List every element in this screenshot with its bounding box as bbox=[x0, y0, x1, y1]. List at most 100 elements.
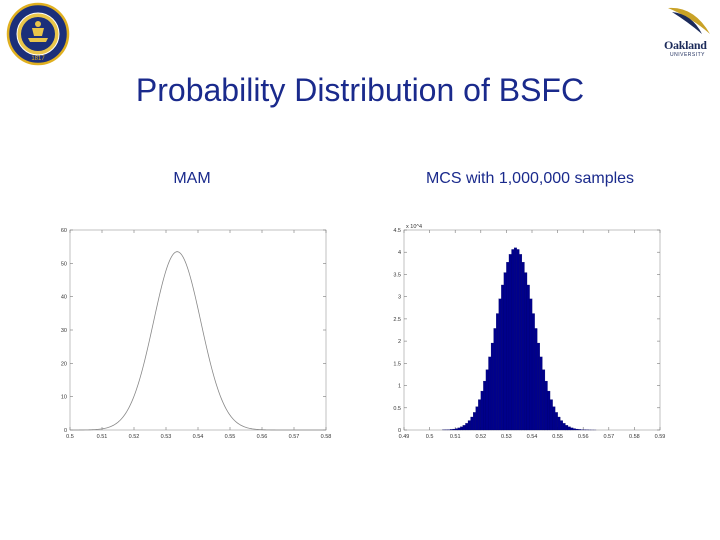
histogram-bar-32 bbox=[524, 272, 528, 431]
histogram-bar-46 bbox=[560, 420, 563, 431]
histogram-bar-26 bbox=[508, 254, 512, 431]
histogram-bar-20 bbox=[493, 328, 497, 431]
histogram-bar-25 bbox=[506, 262, 510, 431]
histogram-bar-34 bbox=[529, 298, 533, 431]
histogram-bar-36 bbox=[534, 328, 538, 431]
mcs-histogram-chart: 0.49 0.5 0.51 0.52 0.53 0.54 0.55 0.56 0.57 0.58 0… bbox=[393, 224, 666, 440]
x-tick-label-9: 0.58 bbox=[629, 434, 640, 440]
y-tick-label-8: 4 bbox=[398, 250, 401, 256]
x-tick-label-3: 0.53 bbox=[161, 434, 172, 440]
histogram-bar-38 bbox=[539, 356, 543, 431]
y-tick-label-9: 4.5 bbox=[393, 228, 401, 234]
mam-curve-line bbox=[70, 251, 326, 431]
y-tick-label-5: 50 bbox=[61, 261, 67, 267]
mam-distribution-chart: 0.5 0.51 0.52 0.53 0.54 0.55 0.56 0.57 0.58 0 10 20… bbox=[61, 228, 331, 440]
y-multiplier-label: x 10^4 bbox=[406, 224, 422, 230]
histogram-bar-37 bbox=[537, 342, 540, 431]
y-tick-label-6: 3 bbox=[398, 295, 401, 301]
histogram-bar-21 bbox=[496, 313, 499, 431]
y-tick-label-2: 1 bbox=[398, 384, 401, 390]
x-tick-label-10: 0.59 bbox=[655, 434, 666, 440]
histogram-bar-11 bbox=[470, 416, 474, 431]
histogram-bar-17 bbox=[485, 369, 489, 431]
histogram-bar-53 bbox=[577, 429, 581, 431]
histogram-bar-30 bbox=[519, 254, 523, 431]
histogram-bar-18 bbox=[488, 356, 492, 431]
oakland-university-logo: Oakland UNIVERSITY bbox=[664, 4, 716, 62]
x-tick-label-1: 0.5 bbox=[426, 434, 434, 440]
histogram-bar-44 bbox=[554, 412, 558, 431]
histogram-bar-35 bbox=[531, 313, 535, 431]
histogram-bar-47 bbox=[562, 423, 566, 431]
x-tick-label-4: 0.54 bbox=[193, 434, 204, 440]
histogram-bar-5 bbox=[455, 428, 459, 431]
y-tick-label-4: 40 bbox=[61, 295, 67, 301]
histogram-bar-24 bbox=[503, 272, 507, 431]
histogram-bar-23 bbox=[501, 284, 505, 431]
y-tick-label-7: 3.5 bbox=[393, 272, 401, 278]
histogram-bar-13 bbox=[475, 406, 479, 431]
histogram-bar-27 bbox=[511, 249, 515, 431]
y-tick-label-2: 20 bbox=[61, 361, 67, 367]
x-tick-label-0: 0.5 bbox=[66, 434, 74, 440]
x-tick-label-2: 0.52 bbox=[129, 434, 140, 440]
histogram-bar-49 bbox=[567, 426, 571, 431]
seal-year: 1817 bbox=[31, 56, 45, 62]
histogram-bar-15 bbox=[480, 390, 484, 431]
y-tick-label-5: 2.5 bbox=[393, 317, 401, 323]
histogram-bar-43 bbox=[552, 406, 556, 431]
x-tick-label-7: 0.57 bbox=[289, 434, 300, 440]
histogram-bar-19 bbox=[490, 342, 494, 431]
x-tick-label-2: 0.51 bbox=[450, 434, 461, 440]
y-tick-label-3: 1.5 bbox=[393, 361, 401, 367]
histogram-bar-4 bbox=[452, 428, 456, 431]
oakland-swoosh-icon bbox=[668, 7, 710, 34]
histogram-bar-9 bbox=[465, 423, 469, 431]
histogram-bar-51 bbox=[572, 428, 576, 431]
y-tick-label-1: 0.5 bbox=[393, 406, 401, 412]
x-tick-label-5: 0.54 bbox=[527, 434, 538, 440]
histogram-bar-12 bbox=[473, 412, 476, 431]
y-tick-label-0: 0 bbox=[64, 428, 67, 434]
right-chart-label: MCS with 1,000,000 samples bbox=[425, 170, 635, 187]
x-tick-label-7: 0.56 bbox=[578, 434, 589, 440]
y-tick-label-4: 2 bbox=[398, 339, 401, 345]
histogram-bar-3 bbox=[449, 429, 453, 431]
histogram-bar-39 bbox=[542, 369, 546, 431]
histogram-bar-28 bbox=[513, 247, 517, 431]
histogram-bar-6 bbox=[457, 427, 461, 431]
histogram-bar-33 bbox=[526, 284, 530, 431]
histogram-bar-29 bbox=[516, 249, 520, 431]
histogram-bar-40 bbox=[544, 380, 548, 431]
histogram-bar-45 bbox=[557, 416, 561, 431]
histogram-bar-7 bbox=[460, 426, 464, 431]
histogram-bar-8 bbox=[462, 425, 466, 431]
histogram-bar-31 bbox=[521, 262, 525, 431]
x-tick-label-3: 0.52 bbox=[475, 434, 486, 440]
left-chart-label: MAM bbox=[173, 170, 211, 187]
histogram-bar-42 bbox=[549, 399, 553, 431]
y-tick-label-6: 60 bbox=[61, 228, 67, 234]
y-tick-label-1: 10 bbox=[61, 395, 67, 401]
histogram-bar-50 bbox=[570, 427, 574, 431]
histogram-bar-22 bbox=[498, 298, 502, 431]
x-tick-label-0: 0.49 bbox=[399, 434, 410, 440]
oakland-wordmark: Oakland bbox=[664, 38, 707, 52]
histogram-bar-48 bbox=[565, 425, 569, 431]
histogram-bar-16 bbox=[483, 380, 487, 431]
histogram-bar-10 bbox=[467, 420, 471, 431]
x-tick-label-4: 0.53 bbox=[501, 434, 512, 440]
histogram-bar-41 bbox=[547, 390, 551, 431]
slide-title: Probability Distribution of BSFC bbox=[135, 72, 585, 108]
histogram-bar-52 bbox=[575, 428, 579, 431]
y-tick-label-3: 30 bbox=[61, 328, 67, 334]
y-tick-label-0: 0 bbox=[398, 428, 401, 434]
x-tick-label-8: 0.57 bbox=[603, 434, 614, 440]
plot-frame bbox=[69, 229, 327, 431]
x-tick-label-5: 0.55 bbox=[225, 434, 236, 440]
x-tick-label-6: 0.56 bbox=[257, 434, 268, 440]
x-tick-label-6: 0.55 bbox=[552, 434, 563, 440]
histogram-bar-14 bbox=[478, 399, 482, 431]
university-seal-logo: 1817 bbox=[6, 2, 70, 66]
x-tick-label-1: 0.51 bbox=[97, 434, 108, 440]
